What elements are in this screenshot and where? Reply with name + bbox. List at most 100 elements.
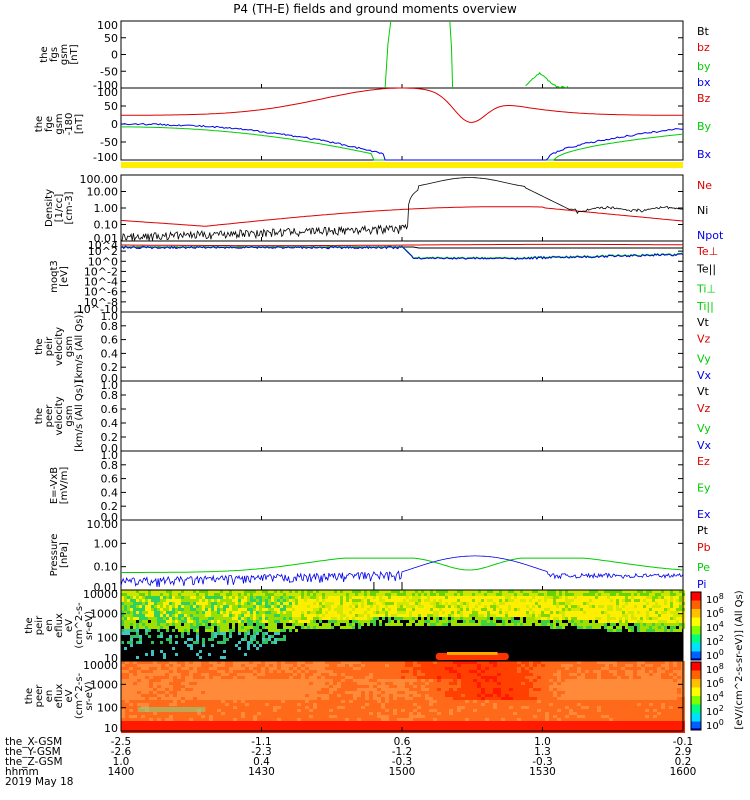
heatmap-cell (305, 715, 309, 718)
heatmap-cell (137, 712, 141, 715)
heatmap-cell (547, 623, 550, 626)
heatmap-cell (280, 596, 283, 599)
heatmap-cell (427, 620, 430, 623)
heatmap-cell (181, 700, 185, 703)
heatmap-cell (185, 697, 189, 700)
heatmap-cell (477, 673, 481, 676)
heatmap-cell (247, 608, 250, 611)
heatmap-cell (457, 727, 461, 730)
heatmap-cell (280, 638, 283, 641)
heatmap-cell (253, 670, 257, 673)
heatmap-cell (293, 664, 297, 667)
heatmap-cell (145, 712, 149, 715)
heatmap-cell (253, 605, 256, 608)
heatmap-cell (532, 620, 535, 623)
heatmap-cell (337, 620, 340, 623)
heatmap-cell (544, 605, 547, 608)
heatmap-cell (274, 602, 277, 605)
heatmap-cell (334, 593, 337, 596)
heatmap-cell (485, 691, 489, 694)
heatmap-cell (499, 614, 502, 617)
heatmap-cell (365, 706, 369, 709)
heatmap-cell (457, 614, 460, 617)
heatmap-cell (202, 644, 205, 647)
heatmap-cell (166, 611, 169, 614)
heatmap-cell (197, 664, 201, 667)
heatmap-cell (655, 593, 658, 596)
heatmap-cell (533, 670, 537, 673)
heatmap-cell (441, 697, 445, 700)
heatmap-cell (643, 623, 646, 626)
heatmap-cell (485, 661, 489, 664)
heatmap-cell (346, 596, 349, 599)
heatmap-cell (412, 617, 415, 620)
heatmap-cell (241, 709, 245, 712)
heatmap-cell (412, 608, 415, 611)
heatmap-cell (253, 718, 257, 721)
heatmap-cell (526, 605, 529, 608)
heatmap-cell (520, 617, 523, 620)
heatmap-cell (321, 667, 325, 670)
heatmap-cell (469, 712, 473, 715)
heatmap-cell (589, 614, 592, 617)
heatmap-cell (285, 706, 289, 709)
heatmap-cell (376, 599, 379, 602)
heatmap-cell (151, 650, 154, 653)
heatmap-cell (521, 724, 525, 727)
heatmap-cell (429, 688, 433, 691)
heatmap-cell (349, 724, 353, 727)
heatmap-cell (478, 593, 481, 596)
heatmap-cell (487, 620, 490, 623)
heatmap-cell (277, 694, 281, 697)
heatmap-cell (124, 593, 127, 596)
heatmap-cell (257, 682, 261, 685)
heatmap-cell (349, 727, 353, 730)
heatmap-cell (517, 667, 521, 670)
heatmap-cell (233, 673, 237, 676)
heatmap-cell (334, 590, 337, 593)
heatmap-cell (418, 605, 421, 608)
heatmap-cell (208, 605, 211, 608)
heatmap-cell (361, 590, 364, 593)
heatmap-cell (249, 724, 253, 727)
heatmap-cell (226, 599, 229, 602)
heatmap-cell (220, 590, 223, 593)
heatmap-cell (241, 596, 244, 599)
heatmap-cell (321, 724, 325, 727)
heatmap-cell (631, 602, 634, 605)
heatmap-cell (190, 638, 193, 641)
heatmap-cell (619, 617, 622, 620)
heatmap-cell (249, 670, 253, 673)
heatmap-cell (177, 721, 181, 724)
heatmap-cell (166, 626, 169, 629)
heatmap-cell (259, 608, 262, 611)
heatmap-cell (640, 596, 643, 599)
heatmap-cell (424, 590, 427, 593)
heatmap-cell (577, 599, 580, 602)
heatmap-cell (532, 611, 535, 614)
heatmap-cell (533, 661, 537, 664)
heatmap-cell (586, 599, 589, 602)
heatmap-cell (201, 721, 205, 724)
heatmap-cell (281, 673, 285, 676)
heatmap-cell (433, 673, 437, 676)
heatmap-cell (289, 676, 293, 679)
heatmap-cell (505, 608, 508, 611)
heatmap-cell (295, 605, 298, 608)
heatmap-cell (121, 614, 124, 617)
heatmap-cell (181, 718, 185, 721)
heatmap-cell (413, 712, 417, 715)
heatmap-cell (439, 608, 442, 611)
heatmap-cell (285, 679, 289, 682)
heatmap-cell (421, 706, 425, 709)
heatmap-cell (664, 590, 667, 593)
heatmap-cell (160, 617, 163, 620)
heatmap-cell (133, 706, 137, 709)
heatmap-cell (265, 611, 268, 614)
heatmap-cell (229, 694, 233, 697)
heatmap-cell (628, 596, 631, 599)
heatmap-cell (652, 614, 655, 617)
heatmap-cell (529, 661, 533, 664)
heatmap-cell (157, 721, 161, 724)
